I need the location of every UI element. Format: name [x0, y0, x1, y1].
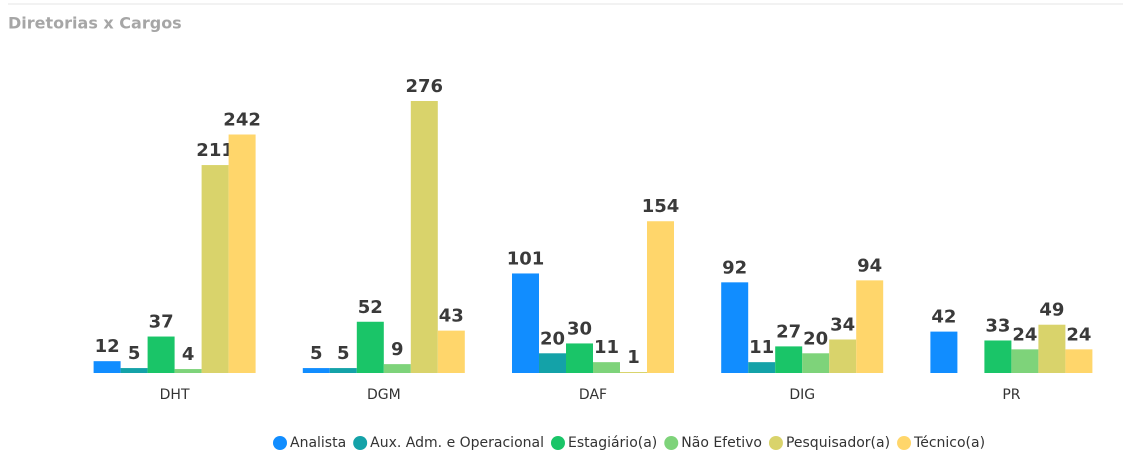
bar	[512, 273, 539, 373]
data-label: 9	[391, 339, 404, 360]
data-label: 30	[567, 318, 592, 339]
x-tick-label: DIG	[789, 387, 815, 403]
bar	[775, 346, 803, 373]
data-label: 101	[507, 248, 545, 269]
bar	[721, 282, 749, 373]
bar	[120, 368, 148, 373]
legend-marker	[353, 436, 368, 450]
bar	[748, 362, 776, 373]
bar	[539, 353, 566, 373]
bar	[1065, 349, 1093, 373]
bar	[302, 368, 330, 373]
x-tick-label: DAF	[579, 387, 607, 403]
data-label: 92	[722, 257, 747, 278]
bar	[356, 321, 384, 373]
bar	[647, 221, 674, 373]
legend-marker	[550, 436, 565, 450]
data-label: 34	[830, 314, 855, 335]
data-label: 20	[540, 328, 565, 349]
legend-marker	[768, 436, 783, 450]
bar	[174, 369, 202, 373]
data-label: 24	[1066, 324, 1091, 345]
legend-marker	[273, 436, 287, 450]
bar	[410, 101, 438, 373]
data-label: 24	[1012, 324, 1037, 345]
x-tick-label: PR	[1002, 387, 1020, 403]
data-label: 242	[223, 110, 261, 131]
bar	[566, 343, 593, 373]
data-label: 5	[337, 343, 350, 364]
data-label: 11	[594, 337, 619, 358]
data-label: 211	[196, 140, 234, 161]
bar	[93, 361, 121, 373]
legend-label: Aux. Adm. e Operacional	[370, 435, 544, 451]
data-label: 20	[803, 328, 828, 349]
bar	[829, 339, 857, 373]
bar	[147, 336, 175, 373]
data-label: 33	[985, 315, 1010, 336]
data-label: 94	[857, 255, 882, 276]
bar	[593, 362, 620, 373]
data-label: 154	[642, 196, 680, 217]
data-label: 52	[358, 297, 383, 318]
bar	[383, 364, 411, 373]
bar	[802, 353, 830, 373]
bar	[930, 331, 958, 373]
data-label: 42	[931, 307, 956, 328]
legend-label: Técnico(a)	[913, 435, 985, 451]
data-label: 37	[149, 312, 174, 333]
chart-title: Diretorias x Cargos	[8, 14, 182, 33]
bar	[228, 134, 256, 373]
legend-label: Não Efetivo	[681, 435, 762, 451]
legend-label: Estagiário(a)	[568, 435, 657, 451]
data-label: 1	[627, 347, 640, 368]
bar	[620, 372, 647, 373]
x-tick-label: DHT	[160, 387, 190, 403]
data-label: 49	[1039, 300, 1064, 321]
data-label: 11	[749, 337, 774, 358]
bar	[437, 330, 465, 373]
legend-label: Analista	[290, 435, 346, 451]
data-label: 5	[128, 343, 141, 364]
data-label: 12	[95, 336, 120, 357]
legend-marker	[897, 436, 912, 450]
bar	[329, 368, 357, 373]
bar	[201, 165, 229, 373]
legend-label: Pesquisador(a)	[786, 435, 890, 451]
bar	[856, 280, 884, 373]
data-label: 5	[310, 343, 323, 364]
bar	[1038, 324, 1066, 373]
bar	[1011, 349, 1039, 373]
x-tick-label: DGM	[367, 387, 401, 403]
data-label: 276	[406, 76, 444, 97]
data-label: 4	[182, 344, 195, 365]
data-label: 43	[439, 306, 464, 327]
bar	[984, 340, 1012, 373]
data-label: 27	[776, 321, 801, 342]
legend-marker	[664, 436, 679, 450]
